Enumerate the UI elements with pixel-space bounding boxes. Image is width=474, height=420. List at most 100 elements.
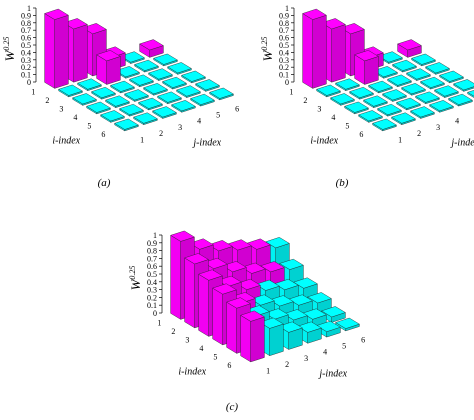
bar-6-2	[391, 112, 416, 126]
bar-face-top	[335, 78, 360, 90]
bar-face-top	[307, 292, 332, 304]
bar-5-6	[321, 306, 346, 323]
bar-face-front	[364, 56, 379, 85]
bar-face-top	[209, 87, 234, 99]
z-tick-label: 0.8	[21, 19, 31, 28]
z-tick-label: 0.2	[21, 63, 31, 72]
z-axis-title: W0.25	[260, 37, 275, 62]
bar-4-5	[420, 76, 445, 90]
bar-5-3	[396, 97, 421, 111]
bar-face-top	[124, 89, 149, 101]
bar-face-top	[184, 253, 209, 265]
bar-face-front	[73, 24, 88, 83]
z-axis-title: W0.25	[128, 266, 143, 291]
bar-face-top	[406, 68, 431, 80]
z-tick-label: 0.6	[147, 262, 157, 271]
z-tick-label: 0	[27, 78, 31, 87]
bar-2-2	[335, 78, 360, 92]
bar-face-top	[110, 80, 135, 92]
i-tick-label: 5	[345, 122, 349, 131]
z-tick-label: 0.3	[21, 56, 31, 65]
bar-3-1	[330, 93, 355, 106]
y-axis-title: j-index	[449, 137, 474, 148]
z-tick-label: 0.6	[21, 34, 31, 43]
bar-face-top	[264, 308, 289, 320]
bar-5-5	[176, 85, 201, 98]
z-tick-label: 0.5	[147, 270, 157, 279]
bar-face-top	[429, 100, 454, 112]
z-tick-label: 0.1	[21, 71, 31, 80]
bar-6-5	[190, 93, 215, 107]
bar-face-top	[425, 62, 450, 74]
y-axis-title: j-index	[191, 137, 221, 148]
i-tick-label: 4	[73, 113, 77, 122]
bar-2-6	[411, 53, 436, 67]
bar-5-3	[138, 97, 163, 111]
bar-face-top	[297, 321, 322, 333]
bar-face-top	[391, 112, 416, 124]
bar-face-top	[96, 50, 121, 62]
bar-face-top	[167, 62, 192, 74]
z-tick-label: 0.4	[147, 278, 157, 287]
bar-face-top	[411, 53, 436, 65]
bar-face-side	[184, 257, 195, 329]
bar-face-top	[255, 279, 280, 291]
bar-face-top	[274, 278, 299, 291]
bar-face-top	[302, 308, 327, 320]
bar-6-5	[448, 93, 473, 107]
bar-face-top	[439, 70, 464, 82]
bar-face-top	[288, 294, 313, 306]
bar-face-top	[382, 89, 407, 101]
bar-face-top	[91, 86, 116, 99]
i-tick-label: 1	[31, 88, 35, 97]
x-axis-title: i-index	[310, 136, 338, 147]
bar-face-top	[396, 97, 421, 109]
bar-face-top	[387, 74, 412, 86]
z-tick-label: 0.3	[279, 56, 289, 65]
bar-6-4	[429, 100, 454, 113]
bar-5-1	[100, 110, 125, 123]
bar-face-front	[106, 56, 121, 85]
z-tick-label: 0.8	[147, 247, 157, 256]
bar-2-5	[392, 59, 417, 73]
bar-face-side	[198, 273, 209, 337]
bar-face-top	[143, 83, 168, 95]
bar-face-top	[44, 8, 69, 20]
bar-face-top	[227, 239, 252, 251]
j-tick-label: 4	[197, 117, 201, 126]
chart-panel-1: 00.10.20.30.40.50.60.70.80.91W0.25123456…	[2, 4, 239, 189]
bar-face-top	[302, 8, 327, 20]
bar-2-3	[354, 50, 379, 85]
z-tick-label: 0.5	[21, 41, 31, 50]
bar-face-top	[368, 80, 393, 92]
bar-face-top	[162, 76, 187, 88]
bar-4-4	[143, 83, 168, 96]
i-tick-label: 6	[359, 130, 363, 139]
z-tick-label: 1	[285, 4, 289, 13]
chart-panel-3: 00.10.20.30.40.50.60.70.80.91W0.25123456…	[128, 230, 365, 413]
z-axis-title-exp: 0.25	[2, 37, 11, 51]
bar-3-5	[406, 68, 431, 81]
bar-face-top	[226, 297, 251, 309]
i-tick-label: 6	[101, 130, 105, 139]
bar-4-4	[401, 83, 426, 96]
z-tick-label: 0.7	[279, 26, 289, 35]
bar-6-3	[152, 106, 177, 119]
bar-face-top	[77, 78, 102, 90]
bar-1-6	[397, 39, 422, 58]
bar-4-1	[86, 101, 111, 115]
j-tick-label: 6	[235, 104, 239, 113]
bar-2-5	[134, 59, 159, 73]
j-tick-label: 1	[140, 135, 144, 144]
j-tick-label: 1	[398, 135, 402, 144]
panel-caption: (b)	[336, 177, 349, 189]
j-tick-label: 5	[216, 111, 220, 120]
z-tick-label: 0	[153, 309, 157, 318]
bar-face-top	[372, 118, 397, 130]
bar-face-side	[44, 13, 55, 89]
bar-face-top	[246, 238, 271, 250]
bar-face-top	[279, 258, 304, 270]
bar-1-1	[302, 8, 327, 89]
panel-caption: (a)	[98, 177, 111, 189]
